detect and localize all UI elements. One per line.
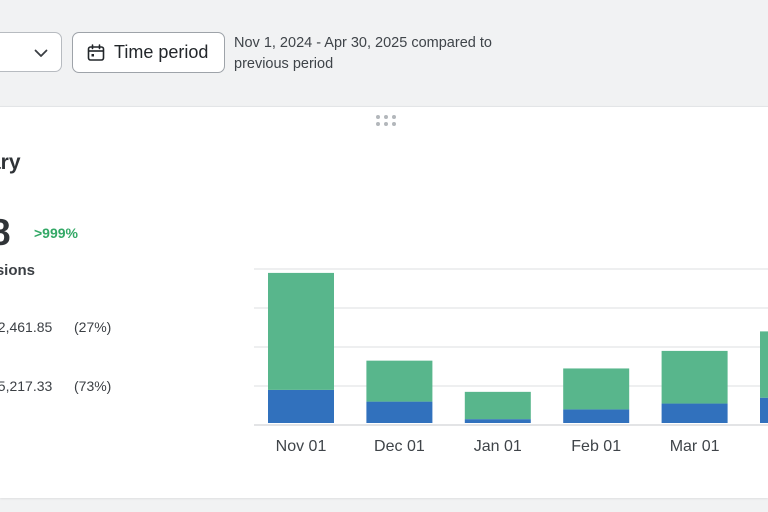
bar-segment (661, 403, 728, 423)
bar-segment (464, 419, 531, 423)
toolbar: Time period Nov 1, 2024 - Apr 30, 2025 c… (0, 0, 768, 106)
breakdown-value: 62,461.85 (0, 319, 53, 335)
card-title: ary (0, 151, 21, 174)
drag-handle-icon[interactable] (376, 114, 396, 128)
bar-segment (563, 409, 630, 423)
breakdown-row: 62,461.85 (27%) (0, 319, 111, 335)
x-tick-label: Nov 01 (276, 438, 327, 455)
summary-card: ary 8 >999% rsions 62,461.85 (27%) 65,21… (0, 106, 768, 498)
calendar-icon (87, 43, 105, 61)
bar-segment (464, 391, 531, 420)
bar-segment (366, 401, 433, 423)
breakdown-share: (73%) (74, 378, 112, 394)
total-value: 8 (0, 212, 11, 253)
chevron-down-icon (34, 49, 48, 57)
breakdown-row: 65,217.33 (73%) (0, 378, 111, 394)
bar-segment (268, 389, 334, 423)
breakdown-share: (27%) (74, 319, 112, 335)
bar-segment (760, 331, 768, 398)
time-period-button[interactable]: Time period (72, 32, 225, 73)
date-range-text: Nov 1, 2024 - Apr 30, 2025 compared to p… (234, 35, 492, 72)
x-tick-label: Dec 01 (374, 438, 425, 455)
x-tick-label: Mar 01 (670, 438, 720, 455)
time-period-label: Time period (114, 42, 209, 62)
bar-segment (661, 350, 728, 404)
bar-segment (268, 272, 334, 390)
view-dropdown[interactable] (0, 32, 62, 72)
x-tick-label: Jan 01 (474, 438, 522, 455)
bar-segment (760, 397, 768, 423)
metric-label: rsions (0, 262, 36, 279)
breakdown-value: 65,217.33 (0, 378, 53, 394)
bar-segment (366, 360, 433, 402)
change-percent-badge: >999% (34, 225, 78, 241)
bar-segment (563, 368, 630, 410)
x-tick-label: Feb 01 (571, 438, 621, 455)
